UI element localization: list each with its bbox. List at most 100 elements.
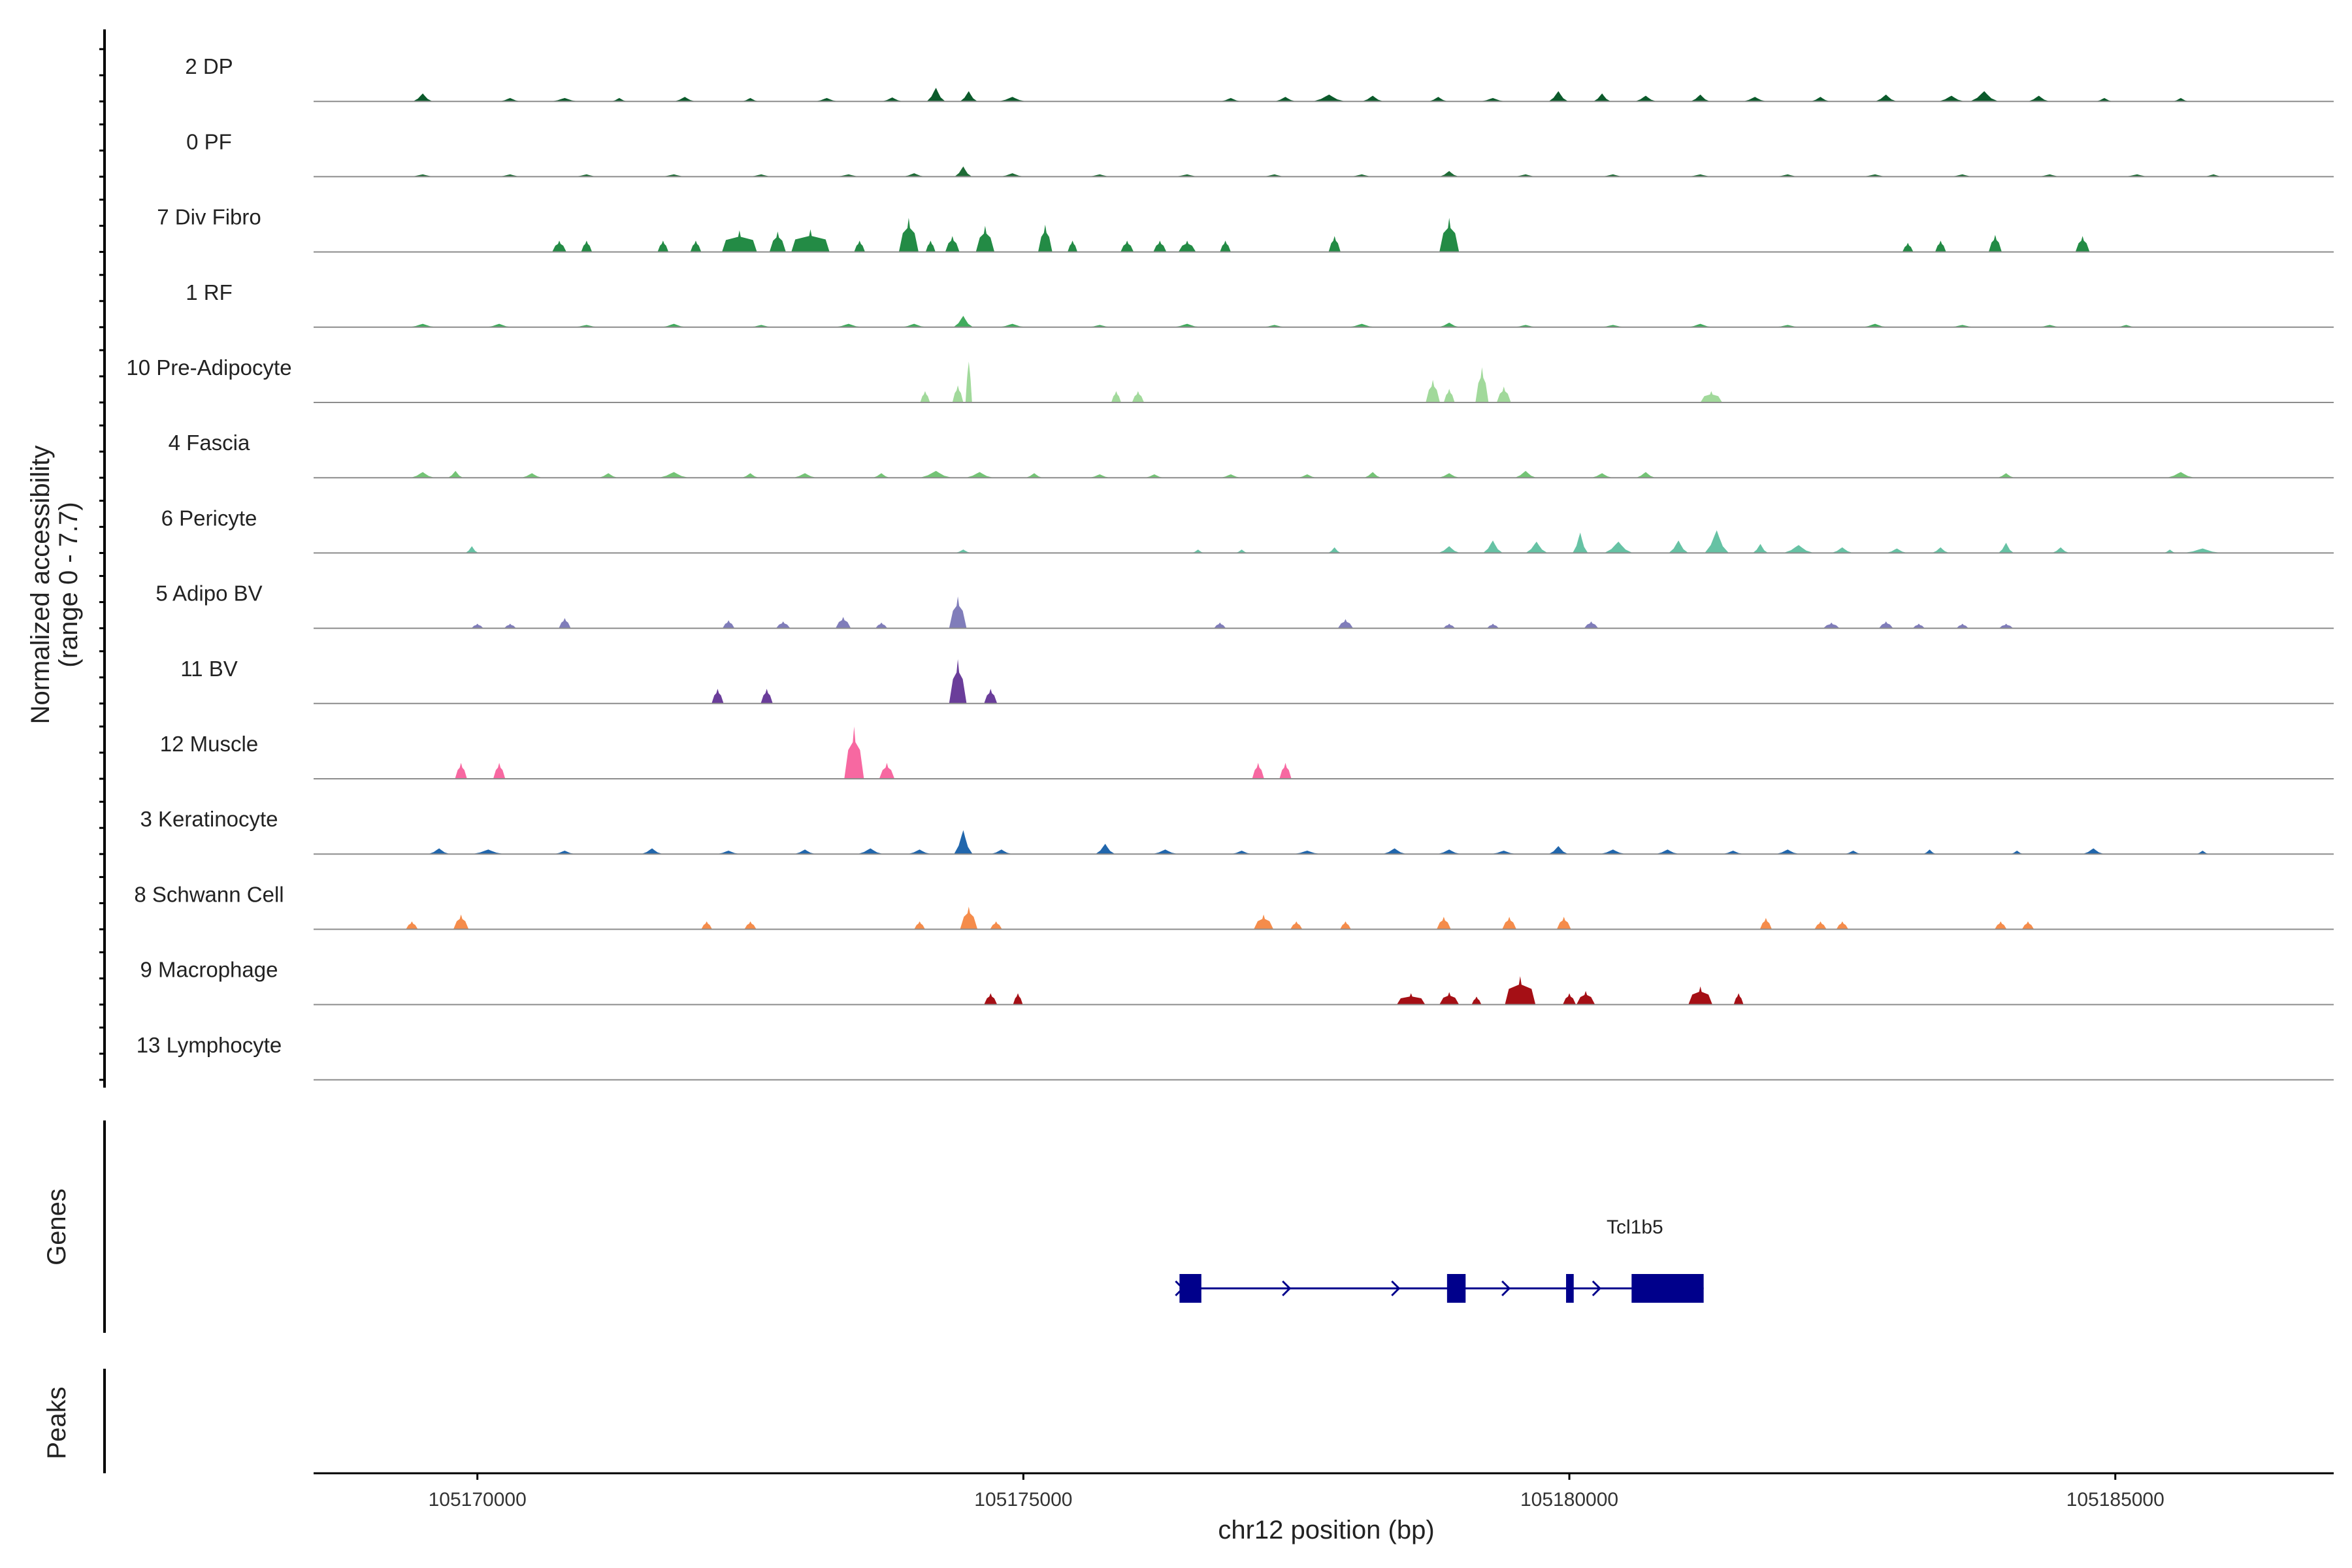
- track-label: 1 RF: [186, 280, 233, 304]
- coverage-peak: [898, 218, 919, 252]
- coverage-peak: [1931, 547, 1950, 553]
- coverage-peak: [1878, 621, 1893, 629]
- coverage-peak: [413, 93, 433, 102]
- coverage-peak: [1783, 545, 1814, 553]
- x-axis-title: chr12 position (bp): [1218, 1516, 1434, 1544]
- track-1-rf: 1 RF: [186, 280, 2334, 328]
- coverage-peak: [1279, 762, 1292, 779]
- coverage-peak: [1290, 921, 1303, 930]
- coverage-peak: [553, 850, 576, 855]
- coverage-peak: [1526, 542, 1548, 553]
- coverage-peak: [1095, 843, 1115, 855]
- coverage-peak: [1844, 850, 1862, 855]
- coverage-peak: [1347, 323, 1377, 327]
- coverage-peak: [792, 473, 817, 478]
- coverage-peak: [1700, 391, 1723, 402]
- coverage-peak: [2010, 850, 2024, 855]
- coverage-peak: [1337, 619, 1354, 629]
- coverage-peak: [1593, 93, 1611, 102]
- coverage-peak: [1831, 547, 1854, 553]
- coverage-peak: [1120, 240, 1134, 252]
- coverage-peak: [1220, 97, 1242, 102]
- coverage-peak: [872, 473, 890, 478]
- coverage-peak: [1823, 622, 1840, 629]
- coverage-peak: [1938, 95, 1965, 102]
- coverage-peak: [965, 472, 994, 478]
- coverage-peak: [791, 229, 830, 252]
- coverage-peak: [1037, 224, 1053, 252]
- coverage-peak: [641, 848, 663, 855]
- coverage-peak: [875, 622, 888, 629]
- track-label: 2 DP: [185, 54, 233, 78]
- coverage-peak: [1443, 389, 1455, 402]
- x-tick-label: 105175000: [974, 1489, 1072, 1511]
- gene-exon: [1566, 1274, 1574, 1303]
- coverage-peak: [1436, 917, 1451, 930]
- coverage-peak: [1252, 762, 1264, 779]
- coverage-peak: [1439, 171, 1460, 177]
- coverage-peak: [1362, 95, 1384, 102]
- coverage-peak: [1220, 240, 1231, 252]
- coverage-peak: [1548, 846, 1569, 855]
- coverage-peak: [448, 470, 463, 478]
- coverage-peak: [2082, 848, 2105, 855]
- coverage-peak: [1230, 850, 1253, 855]
- x-tick-label: 105170000: [429, 1489, 527, 1511]
- coverage-peak: [1220, 474, 1242, 478]
- coverage-peak: [1636, 472, 1656, 478]
- coverage-peak: [493, 762, 506, 779]
- track-12-muscle: 12 Muscle: [160, 727, 2334, 779]
- coverage-peak: [581, 240, 593, 252]
- coverage-peak: [1502, 917, 1516, 930]
- coverage-peak: [1656, 849, 1680, 855]
- coverage-peak: [1970, 91, 1999, 102]
- coverage-peak: [907, 849, 932, 855]
- coverage-peak: [949, 659, 967, 704]
- gene-exon: [1631, 1274, 1704, 1303]
- coverage-peak: [1443, 623, 1456, 629]
- coverage-peak: [1480, 97, 1507, 102]
- coverage-peak: [945, 236, 960, 252]
- coverage-peak: [999, 173, 1026, 177]
- gene-exon: [1446, 1274, 1466, 1303]
- coverage-peak: [835, 617, 851, 629]
- coverage-peak: [711, 689, 724, 704]
- coverage-peak: [954, 830, 973, 855]
- coverage-peak: [760, 689, 773, 704]
- coverage-peak: [1997, 473, 2015, 478]
- coverage-peak: [559, 617, 571, 629]
- coverage-peak: [984, 689, 998, 704]
- strand-arrow-icon: [1501, 1280, 1511, 1297]
- coverage-peak: [854, 240, 866, 252]
- track-3-keratinocyte: 3 Keratinocyte: [140, 807, 2334, 855]
- track-8-schwann-cell: 8 Schwann Cell: [134, 882, 2334, 930]
- track-label: 8 Schwann Cell: [134, 882, 284, 906]
- coverage-peak: [998, 97, 1027, 102]
- coverage-peak: [1875, 94, 1897, 102]
- coverage-peak: [926, 88, 945, 102]
- coverage-peak: [1328, 547, 1341, 553]
- track-6-pericyte: 6 Pericyte: [161, 506, 2334, 554]
- track-label: 9 Macrophage: [140, 958, 278, 982]
- coverage-peak: [1328, 236, 1341, 252]
- coverage-peak: [1364, 472, 1382, 478]
- coverage-peak: [1486, 623, 1499, 629]
- coverage-peak: [1428, 97, 1448, 102]
- coverage-peak: [598, 473, 619, 478]
- coverage-peak: [742, 473, 759, 478]
- coverage-peak: [960, 91, 978, 102]
- coverage-peak: [1995, 921, 2007, 930]
- coverage-peak: [1733, 993, 1744, 1005]
- coverage-peak: [1635, 95, 1657, 102]
- track-label: 12 Muscle: [160, 732, 258, 756]
- coverage-peak: [722, 230, 757, 252]
- coverage-peak: [990, 849, 1013, 855]
- coverage-peak: [1396, 993, 1426, 1005]
- peaks-axis-label: Peaks: [42, 1386, 71, 1459]
- coverage-peak: [1548, 91, 1569, 102]
- coverage-peak: [1722, 850, 1744, 855]
- accessibility-y-axis: [99, 29, 106, 1088]
- track-label: 3 Keratinocyte: [140, 807, 278, 831]
- coverage-peak: [1483, 540, 1503, 553]
- coverage-peak: [1573, 532, 1588, 553]
